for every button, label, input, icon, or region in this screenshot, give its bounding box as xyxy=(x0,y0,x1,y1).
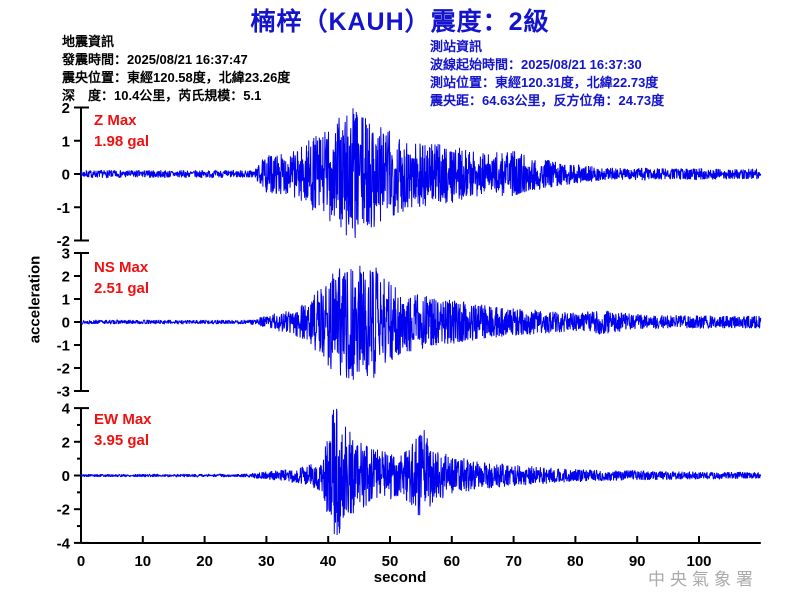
y-tick-label: -1 xyxy=(57,200,70,217)
event-info-heading: 地震資訊 xyxy=(62,34,115,49)
y-axis-label: acceleration xyxy=(26,255,44,344)
y-tick-label: 1 xyxy=(62,292,70,309)
x-tick-label: 10 xyxy=(134,553,151,570)
event-info-epicenter: 震央位置：東經120.58度，北緯23.26度 xyxy=(62,70,291,85)
channel-z-max-title: Z Max xyxy=(94,112,137,129)
channel-ns-max-title: NS Max xyxy=(94,259,149,276)
waveform-ew xyxy=(80,408,762,536)
channel-ns-max-label: NS Max 2.51 gal xyxy=(94,257,149,299)
x-tick-label: 100 xyxy=(686,553,711,570)
y-tick-label: -1 xyxy=(57,338,70,355)
x-tick-label: 0 xyxy=(77,553,85,570)
y-tick-label: 0 xyxy=(62,167,70,184)
station-info-distance-azimuth: 震央距：64.63公里，反方位角：24.73度 xyxy=(430,93,665,108)
x-tick-label: 70 xyxy=(505,553,522,570)
y-tick-label: 1 xyxy=(62,133,70,150)
waveform-ns xyxy=(80,265,762,380)
station-info-location: 測站位置：東經120.31度，北緯22.73度 xyxy=(430,75,659,90)
channel-ns-max-value: 2.51 gal xyxy=(94,280,150,297)
channel-z-max-value: 1.98 gal xyxy=(94,133,150,150)
y-tick-label: 3 xyxy=(62,246,70,263)
station-info: 測站資訊 波線起始時間：2025/08/21 16:37:30 測站位置：東經1… xyxy=(430,38,664,110)
x-tick-label: 50 xyxy=(382,553,399,570)
y-tick-label: 0 xyxy=(62,468,70,485)
x-axis-label: second xyxy=(373,569,427,586)
y-tick-label: -2 xyxy=(57,502,70,519)
y-tick-label: -4 xyxy=(57,535,71,552)
y-tick-label: 4 xyxy=(62,401,71,418)
y-tick-label: 2 xyxy=(62,100,70,117)
y-tick-label: -2 xyxy=(57,361,70,378)
watermark-cwa: 中央氣象署 xyxy=(648,570,758,589)
channel-ew-max-label: EW Max 3.95 gal xyxy=(94,409,152,451)
waveform-z xyxy=(80,108,762,238)
channel-ew-max-title: EW Max xyxy=(94,411,152,428)
x-tick-label: 20 xyxy=(196,553,213,570)
event-info-origin-time: 發震時間：2025/08/21 16:37:47 xyxy=(62,52,248,67)
x-tick-label: 90 xyxy=(629,553,646,570)
y-tick-label: -3 xyxy=(57,384,70,401)
channel-ew-max-value: 3.95 gal xyxy=(94,432,150,449)
station-info-heading: 測站資訊 xyxy=(430,39,483,54)
y-tick-label: 2 xyxy=(62,434,70,451)
channel-z-max-label: Z Max 1.98 gal xyxy=(94,110,149,152)
x-tick-label: 60 xyxy=(443,553,460,570)
x-tick-label: 30 xyxy=(258,553,275,570)
x-tick-label: 80 xyxy=(567,553,584,570)
y-tick-label: 2 xyxy=(62,269,70,286)
event-info: 地震資訊 發震時間：2025/08/21 16:37:47 震央位置：東經120… xyxy=(62,33,290,105)
y-tick-label: 0 xyxy=(62,315,70,332)
event-info-depth-magnitude: 深 度：10.4公里，芮氏規模：5.1 xyxy=(62,88,262,103)
y-tick-label: -2 xyxy=(57,233,70,250)
x-tick-label: 40 xyxy=(320,553,337,570)
station-info-wave-start-time: 波線起始時間：2025/08/21 16:37:30 xyxy=(430,57,642,72)
page-title: 楠梓（KAUH）震度：2級 xyxy=(250,8,550,36)
